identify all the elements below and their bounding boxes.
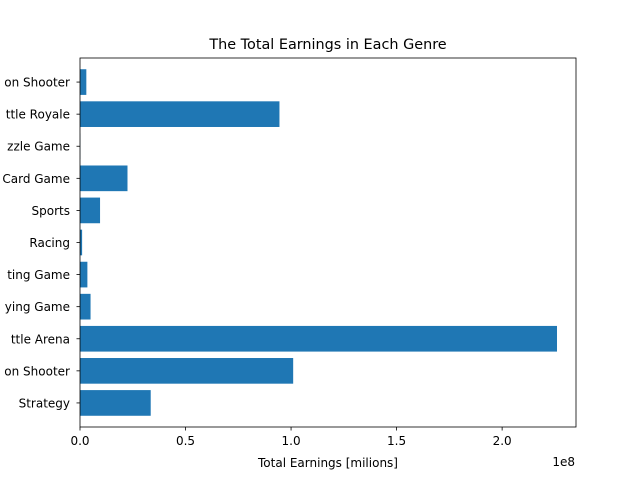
y-tick-label: Strategy [19,396,70,410]
chart-title: The Total Earnings in Each Genre [208,37,446,53]
bar [80,165,128,192]
y-tick-label: Sports [32,204,70,218]
y-tick-label: zzle Game [7,140,70,154]
bar [80,229,83,256]
y-tick-label: Card Game [2,172,70,186]
x-tick-label: 1.0 [282,434,301,448]
y-tick-label: ttle Royale [6,108,70,122]
bar [80,69,87,95]
y-tick-label: on Shooter [4,364,70,378]
y-ticks-group: Strategy on Shooter ttle Arena ying Game tin… [2,76,80,410]
y-tick-label: Racing [29,236,70,250]
x-ticks-group: 0.0 0.5 1.0 1.5 2.0 [70,427,512,448]
y-tick-label: ying Game [5,300,70,314]
bar [80,390,151,416]
bars-group [80,69,558,416]
y-tick-label: ttle Arena [11,332,70,346]
bar [80,261,88,288]
bar [80,293,91,320]
y-tick-label: ting Game [7,268,70,282]
x-tick-label: 1.5 [387,434,406,448]
x-tick-label: 0.5 [176,434,195,448]
bar [80,101,280,127]
plot-frame [79,57,577,428]
x-tick-label: 0.0 [70,434,89,448]
bar [80,325,558,352]
y-tick-label: on Shooter [4,76,70,90]
bar [80,197,101,224]
bar [80,358,294,384]
x-axis-offset-text: 1e8 [552,455,575,469]
x-axis-label: Total Earnings [milions] [257,456,398,470]
x-tick-label: 2.0 [493,434,512,448]
